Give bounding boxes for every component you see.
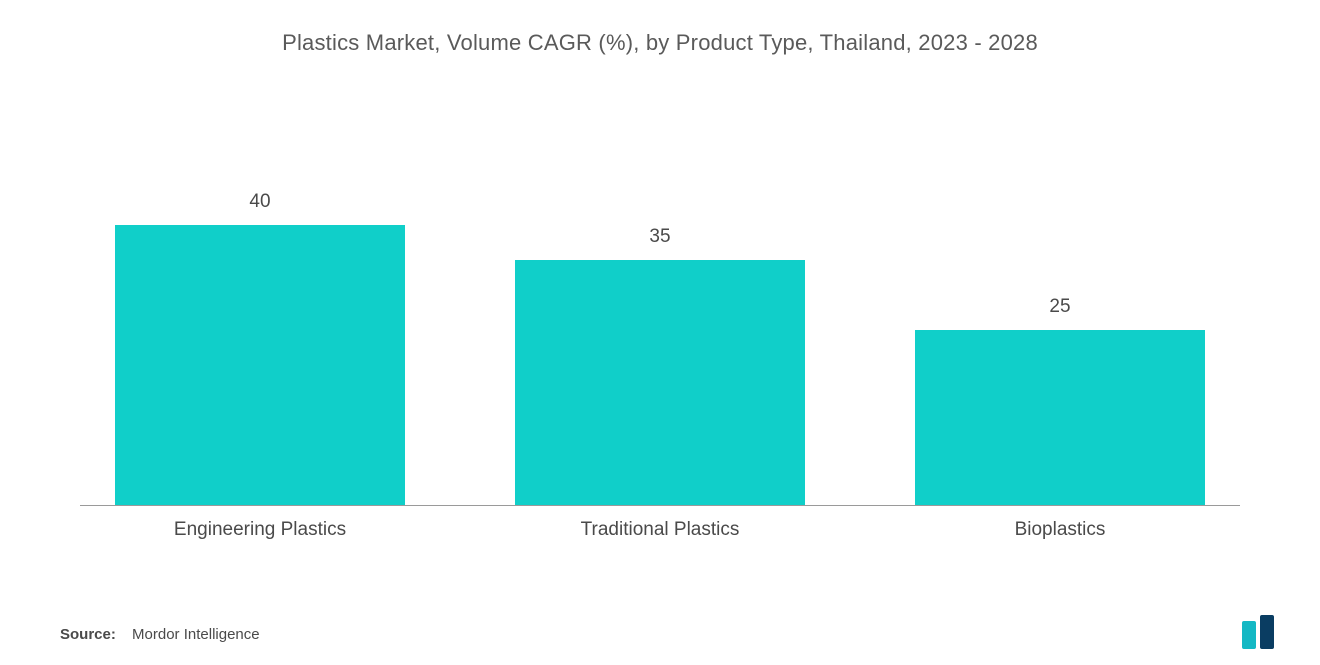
source-label: Source:	[60, 626, 116, 643]
chart-container: Plastics Market, Volume CAGR (%), by Pro…	[0, 0, 1320, 665]
bar-group: 25Bioplastics	[860, 296, 1260, 505]
bar	[915, 330, 1205, 505]
bar-group: 40Engineering Plastics	[60, 191, 460, 505]
chart-title: Plastics Market, Volume CAGR (%), by Pro…	[60, 30, 1260, 56]
source-attribution: Source: Mordor Intelligence	[60, 626, 260, 643]
bar-category-label: Engineering Plastics	[174, 519, 346, 541]
bar-value-label: 40	[249, 191, 270, 213]
bar-value-label: 35	[649, 226, 670, 248]
brand-logo	[1224, 615, 1280, 649]
bars-row: 40Engineering Plastics35Traditional Plas…	[60, 156, 1260, 506]
bar-category-label: Traditional Plastics	[581, 519, 740, 541]
bar-group: 35Traditional Plastics	[460, 226, 860, 505]
bar-category-label: Bioplastics	[1015, 519, 1106, 541]
chart-plot-area: 40Engineering Plastics35Traditional Plas…	[60, 116, 1260, 546]
bar	[115, 225, 405, 505]
bar	[515, 260, 805, 505]
mordor-logo-icon	[1224, 615, 1280, 649]
source-text: Mordor Intelligence	[132, 626, 260, 643]
bar-value-label: 25	[1049, 296, 1070, 318]
